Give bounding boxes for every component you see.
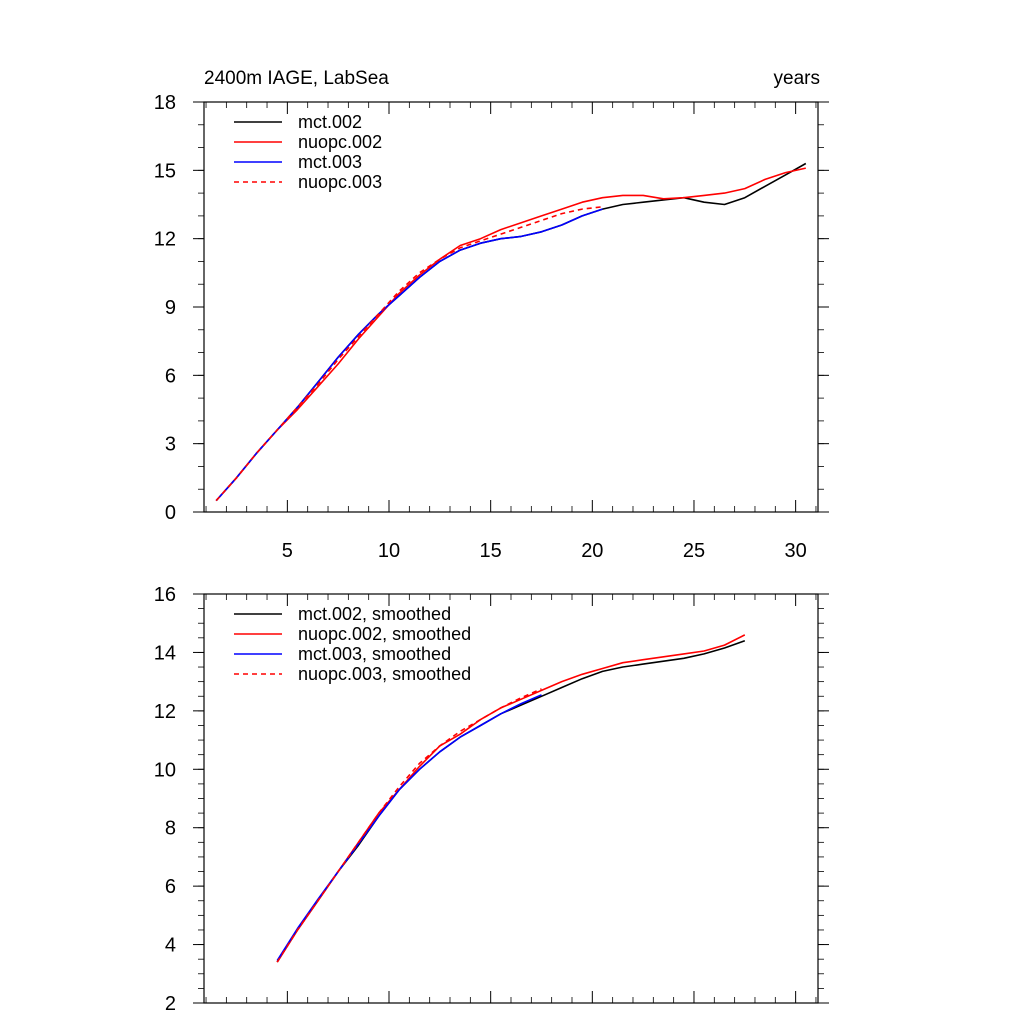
y-tick-label: 14 <box>154 642 176 664</box>
x-tick-label: 5 <box>282 540 293 562</box>
legend-label: mct.002 <box>298 112 362 132</box>
y-tick-label: 10 <box>154 759 176 781</box>
series-line-mct-002 <box>215 162 807 502</box>
series-line-mct-002-smoothed <box>276 639 746 963</box>
legend-label: mct.003, smoothed <box>298 644 451 664</box>
series-line-nuopc-002 <box>215 167 806 502</box>
series-line-mct-003 <box>215 208 603 502</box>
legend-label: nuopc.002, smoothed <box>298 624 471 644</box>
top-panel-iage-timeseries: 5 10 15 20 25 30 0 3 6 9 12 15 18 2400m IAGE, LabSea y… <box>154 68 829 562</box>
plot-frame <box>203 593 819 1004</box>
legend-label: nuopc.003, smoothed <box>298 664 471 684</box>
y-tick-label: 3 <box>165 434 176 456</box>
y-tick-label: 16 <box>154 584 176 606</box>
y-tick-label: 9 <box>165 297 176 319</box>
y-tick-label: 8 <box>165 818 176 840</box>
y-tick-label: 0 <box>165 502 176 524</box>
y-tick-label: 6 <box>165 365 176 387</box>
legend-label: mct.003 <box>298 152 362 172</box>
legend-label: nuopc.002 <box>298 132 382 152</box>
y-tick-label: 6 <box>165 876 176 898</box>
y-tick-label: 12 <box>154 701 176 723</box>
y-tick-label: 4 <box>165 935 176 957</box>
x-tick-label: 10 <box>378 540 400 562</box>
x-tick-label: 20 <box>581 540 603 562</box>
series-line-nuopc-003 <box>215 206 603 502</box>
plot-frame <box>203 101 819 513</box>
units-label: years <box>774 68 820 89</box>
series-line-nuopc-003-smoothed <box>276 688 542 963</box>
x-tick-label: 15 <box>480 540 502 562</box>
y-tick-label: 15 <box>154 160 176 182</box>
legend-label: nuopc.003 <box>298 172 382 192</box>
bottom-panel-smoothed-timeseries: 2 4 6 8 10 12 14 16 mct.002, smoothednuopc.002, … <box>154 584 829 1015</box>
y-tick-label: 12 <box>154 229 176 251</box>
x-tick-label: 25 <box>683 540 705 562</box>
y-tick-label: 18 <box>154 92 176 114</box>
chart-title: 2400m IAGE, LabSea <box>204 68 389 89</box>
x-tick-label: 30 <box>785 540 807 562</box>
y-tick-label: 2 <box>165 993 176 1015</box>
series-line-mct-003-smoothed <box>276 694 542 962</box>
legend-label: mct.002, smoothed <box>298 604 451 624</box>
